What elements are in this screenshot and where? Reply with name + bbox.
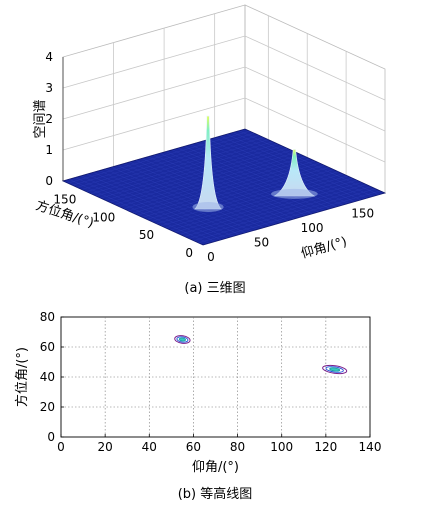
y-tick-label: 0 bbox=[185, 246, 193, 260]
x-axis-label: 仰角/(°) bbox=[299, 234, 348, 261]
grid-line-z bbox=[62, 97, 386, 163]
mesh-line bbox=[67, 130, 250, 184]
grid-line-z bbox=[62, 66, 386, 132]
x-tick-label: 60 bbox=[186, 440, 201, 454]
y-tick-label: 50 bbox=[139, 228, 154, 242]
y-ticks: 0 50 100 150 bbox=[53, 193, 193, 260]
x-tick-label: 50 bbox=[254, 236, 269, 250]
contour-ring bbox=[174, 335, 191, 344]
mesh-line bbox=[160, 173, 344, 226]
contour-ring bbox=[176, 336, 189, 343]
mesh-line bbox=[95, 143, 278, 197]
mesh-line bbox=[156, 171, 339, 224]
peak-base-glow bbox=[270, 188, 318, 199]
peak bbox=[194, 115, 223, 210]
mesh-line bbox=[81, 137, 264, 190]
x-tick-label: 150 bbox=[351, 207, 374, 221]
x-tick-label: 100 bbox=[270, 440, 293, 454]
x-ticks: 0 50 100 150 bbox=[207, 207, 374, 264]
plot-area bbox=[60, 316, 371, 438]
chart-caption-a: (a) 三维图 bbox=[184, 281, 245, 296]
mesh-line bbox=[123, 156, 306, 209]
grid-line-z bbox=[62, 35, 386, 101]
z-ticks: 0 1 2 3 4 bbox=[45, 50, 53, 188]
x-tick-label: 20 bbox=[98, 440, 113, 454]
mesh-line bbox=[165, 175, 348, 229]
x-tick-label: 80 bbox=[230, 440, 245, 454]
chart-caption-b: (b) 等高线图 bbox=[178, 486, 253, 502]
surface-mesh bbox=[67, 130, 381, 244]
mesh-line bbox=[170, 177, 353, 231]
contour-plot: 0 20 40 60 80 100 120 140 0 20 40 60 80 仰角/(°) 方位角/(°)… bbox=[14, 310, 381, 502]
mesh-line bbox=[86, 139, 269, 192]
surface-chart: 01234050100150050100150空间谱仰角/(°)方位角/(°)(… bbox=[33, 4, 387, 296]
z-tick-label: 2 bbox=[45, 112, 53, 126]
x-tick-label: 0 bbox=[57, 440, 65, 454]
x-tick-label: 0 bbox=[207, 250, 215, 264]
y-tick-label: 60 bbox=[40, 340, 55, 354]
z-tick-label: 3 bbox=[45, 81, 53, 95]
mesh-line bbox=[128, 158, 311, 212]
y-tick-label: 40 bbox=[40, 370, 55, 384]
mesh-line bbox=[76, 135, 260, 188]
peak-base-glow bbox=[192, 202, 224, 212]
contour-ring bbox=[322, 364, 348, 375]
mesh-line bbox=[179, 182, 362, 235]
y-tick-label: 80 bbox=[40, 310, 55, 324]
mesh-line bbox=[72, 133, 255, 186]
z-axis-label: 空间谱 bbox=[33, 99, 48, 138]
grid-2d bbox=[61, 317, 370, 437]
contour-ring bbox=[325, 366, 344, 373]
y-tick-label: 100 bbox=[92, 210, 115, 224]
mesh-line bbox=[100, 145, 283, 199]
contour-core bbox=[329, 367, 341, 372]
y-tick-label: 0 bbox=[47, 430, 55, 444]
tick-marks bbox=[60, 316, 371, 438]
mesh-line bbox=[109, 150, 292, 203]
mesh-line bbox=[104, 148, 288, 201]
mesh-line bbox=[184, 184, 367, 237]
contour-group bbox=[322, 364, 348, 375]
mesh-line bbox=[193, 188, 376, 241]
z-tick-label: 4 bbox=[45, 50, 53, 64]
contour-group bbox=[174, 335, 191, 344]
z-tick-label: 1 bbox=[45, 143, 53, 157]
y-axis-label: 方位角/(°) bbox=[14, 347, 30, 407]
mesh-line bbox=[188, 186, 372, 239]
x-axis-label: 仰角/(°) bbox=[192, 460, 239, 475]
x-tick-label: 140 bbox=[359, 440, 382, 454]
z-tick-label: 0 bbox=[45, 174, 53, 188]
mesh-line bbox=[132, 160, 316, 214]
x-tick-label: 40 bbox=[142, 440, 157, 454]
x-tick-label: 120 bbox=[314, 440, 337, 454]
y-tick-label: 20 bbox=[40, 400, 55, 414]
contour-core bbox=[178, 337, 187, 342]
x-tick-label: 100 bbox=[301, 221, 324, 235]
mesh-line bbox=[198, 190, 381, 244]
y-tick-label: 150 bbox=[53, 193, 76, 207]
mesh-line bbox=[174, 180, 358, 233]
mesh-line bbox=[151, 169, 334, 222]
mesh-line bbox=[90, 141, 274, 194]
